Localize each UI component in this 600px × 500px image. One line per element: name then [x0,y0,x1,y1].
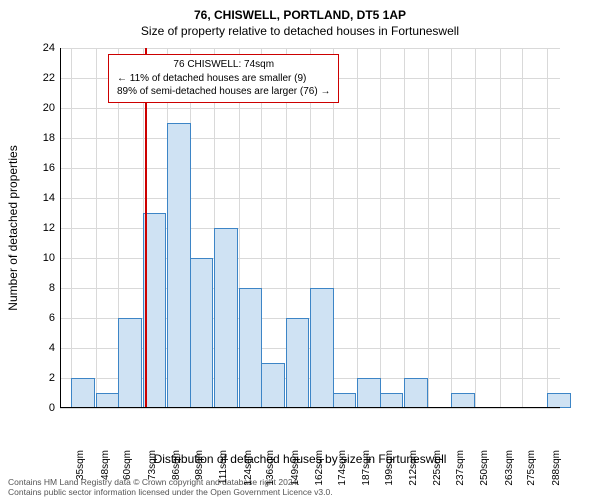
x-tick-label: 98sqm [194,450,205,480]
y-tick-label: 18 [25,132,55,144]
x-tick-label: 73sqm [147,450,158,480]
grid-line-v [428,48,429,408]
histogram-bar [118,318,142,408]
y-axis-label: Number of detached properties [6,145,20,310]
x-tick-label: 212sqm [408,450,419,486]
y-tick-label: 0 [25,402,55,414]
x-axis-line [60,407,560,408]
x-tick-label: 162sqm [314,450,325,486]
annotation-box: 76 CHISWELL: 74sqm← 11% of detached hous… [108,54,339,103]
x-tick-label: 187sqm [361,450,372,486]
grid-line-v [357,48,358,408]
histogram-bar [451,393,475,408]
chart-title-sub: Size of property relative to detached ho… [0,24,600,38]
histogram-bar [261,363,285,408]
y-tick-label: 2 [25,372,55,384]
x-tick-label: 111sqm [218,450,229,484]
grid-line-v [71,48,72,408]
x-tick-label: 237sqm [455,450,466,486]
chart-title-main: 76, CHISWELL, PORTLAND, DT5 1AP [0,8,600,22]
grid-line-v [475,48,476,408]
histogram-bar [167,123,191,408]
y-tick-label: 6 [25,312,55,324]
histogram-bar [310,288,334,408]
histogram-bar [547,393,571,408]
annotation-line: 76 CHISWELL: 74sqm [117,58,330,72]
x-tick-label: 250sqm [479,450,490,486]
y-tick-label: 14 [25,192,55,204]
x-tick-label: 60sqm [122,450,133,480]
grid-line-v [500,48,501,408]
annotation-line: 89% of semi-detached houses are larger (… [117,85,330,99]
chart-container: { "chart": { "type": "histogram", "title… [0,0,600,500]
histogram-bar [190,258,214,408]
y-tick-label: 12 [25,222,55,234]
x-tick-label: 149sqm [290,450,301,486]
footer-line-2: Contains public sector information licen… [8,487,333,498]
histogram-bar [333,393,357,408]
x-tick-label: 124sqm [243,450,254,486]
histogram-bar [286,318,310,408]
y-tick-label: 10 [25,252,55,264]
grid-line-v [522,48,523,408]
grid-line-h [60,408,560,409]
histogram-bar [71,378,95,408]
y-tick-label: 4 [25,342,55,354]
histogram-bar [239,288,263,408]
x-tick-label: 136sqm [265,450,276,486]
x-tick-label: 263sqm [504,450,515,486]
grid-line-v [547,48,548,408]
histogram-bar [404,378,428,408]
x-tick-label: 275sqm [526,450,537,486]
x-tick-label: 288sqm [551,450,562,486]
histogram-bar [96,393,120,408]
grid-line-v [380,48,381,408]
x-tick-label: 86sqm [171,450,182,480]
histogram-bar [380,393,404,408]
grid-line-v [96,48,97,408]
y-tick-label: 8 [25,282,55,294]
histogram-bar [214,228,238,408]
y-tick-label: 16 [25,162,55,174]
y-tick-label: 22 [25,72,55,84]
histogram-bar [357,378,381,408]
x-tick-label: 48sqm [100,450,111,480]
grid-line-v [451,48,452,408]
x-tick-label: 174sqm [337,450,348,486]
grid-line-v [404,48,405,408]
x-tick-label: 225sqm [432,450,443,486]
y-tick-label: 24 [25,42,55,54]
x-tick-label: 35sqm [75,450,86,480]
y-tick-label: 20 [25,102,55,114]
x-tick-label: 199sqm [384,450,395,486]
y-axis-line [60,48,61,408]
annotation-line: ← 11% of detached houses are smaller (9) [117,72,330,86]
